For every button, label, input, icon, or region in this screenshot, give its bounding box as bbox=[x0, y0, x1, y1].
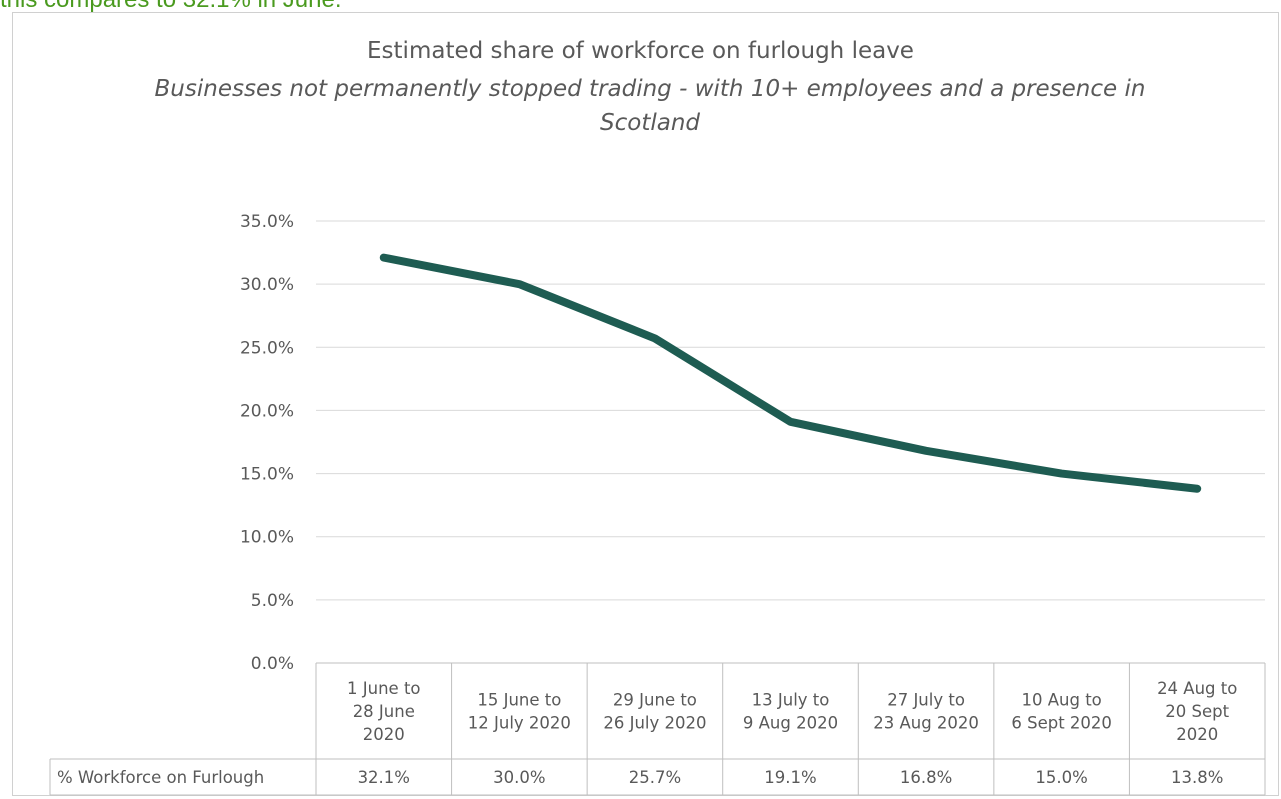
chart-title: Estimated share of workforce on furlough… bbox=[367, 38, 914, 64]
data-value-label: 25.7% bbox=[629, 768, 681, 787]
x-category-label: 24 Aug to 20 Sept 2020 bbox=[1157, 679, 1237, 744]
y-tick-label: 5.0% bbox=[251, 591, 294, 611]
chart-frame bbox=[12, 12, 1279, 796]
data-value-label: 30.0% bbox=[493, 768, 545, 787]
x-category-label: 10 Aug to 6 Sept 2020 bbox=[1011, 691, 1112, 733]
y-tick-label: 15.0% bbox=[240, 465, 294, 485]
data-value-label: 15.0% bbox=[1035, 768, 1087, 787]
y-tick-label: 20.0% bbox=[240, 401, 294, 421]
y-tick-label: 0.0% bbox=[251, 654, 294, 674]
series-name-label: % Workforce on Furlough bbox=[57, 768, 264, 787]
y-tick-label: 30.0% bbox=[240, 275, 294, 295]
data-value-label: 13.8% bbox=[1171, 768, 1223, 787]
x-category-label: 27 July to 23 Aug 2020 bbox=[873, 691, 979, 733]
y-tick-label: 10.0% bbox=[240, 528, 294, 548]
chart-subtitle: Businesses not permanently stopped tradi… bbox=[154, 76, 1146, 136]
data-value-label: 19.1% bbox=[764, 768, 816, 787]
x-category-label: 15 June to 12 July 2020 bbox=[468, 691, 571, 733]
x-category-label: 1 June to 28 June 2020 bbox=[347, 679, 421, 744]
context-text: this compares to 32.1% in June. bbox=[0, 0, 342, 14]
y-tick-label: 25.0% bbox=[240, 338, 294, 358]
x-category-label: 13 July to 9 Aug 2020 bbox=[743, 691, 838, 733]
y-tick-label: 35.0% bbox=[240, 212, 294, 232]
data-value-label: 16.8% bbox=[900, 768, 952, 787]
data-value-label: 32.1% bbox=[358, 768, 410, 787]
series-line bbox=[379, 253, 1202, 493]
x-category-label: 29 June to 26 July 2020 bbox=[603, 691, 706, 733]
